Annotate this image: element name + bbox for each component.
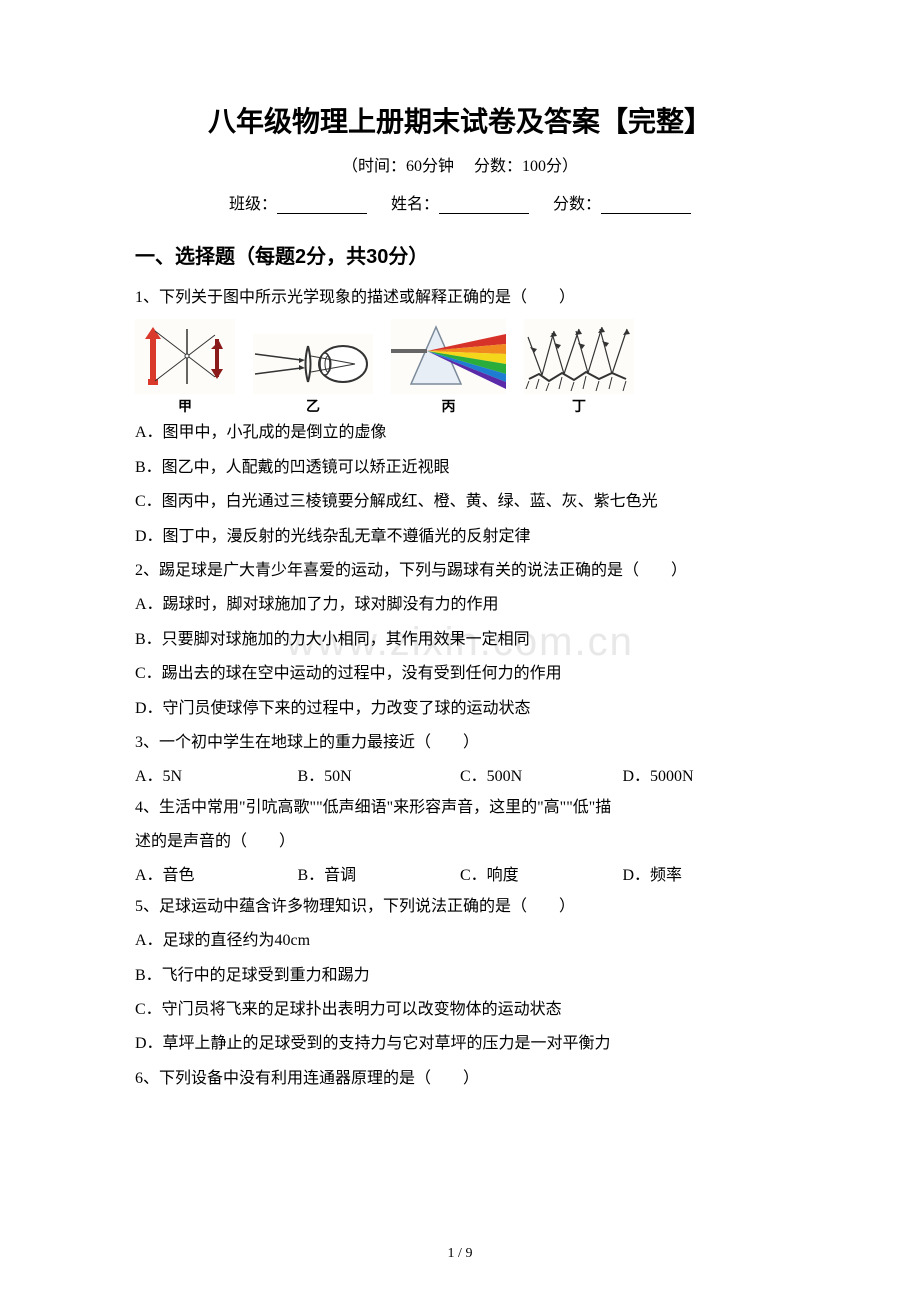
q5-option-d: D．草坪上静止的足球受到的支持力与它对草坪的压力是一对平衡力	[135, 1029, 785, 1059]
q4-option-c: C．响度	[460, 861, 623, 891]
figure-eye-lens-icon	[253, 334, 373, 394]
figure-diffuse-reflection-icon	[524, 319, 634, 394]
q2-stem: 2、踢足球是广大青少年喜爱的运动，下列与踢球有关的说法正确的是（ ）	[135, 556, 785, 586]
q2-option-a: A．踢球时，脚对球施加了力，球对脚没有力的作用	[135, 590, 785, 620]
q3-options: A．5N B．50N C．500N D．5000N	[135, 762, 785, 792]
q4-stem-line1: 4、生活中常用"引吭高歌""低声细语"来形容声音，这里的"高""低"描	[135, 793, 785, 823]
q3-option-c: C．500N	[460, 762, 623, 792]
q4-stem-line2: 述的是声音的（ ）	[135, 827, 785, 857]
q5-option-c: C．守门员将飞来的足球扑出表明力可以改变物体的运动状态	[135, 995, 785, 1025]
q2-option-d: D．守门员使球停下来的过程中，力改变了球的运动状态	[135, 694, 785, 724]
q1-stem: 1、下列关于图中所示光学现象的描述或解释正确的是（ ）	[135, 283, 785, 313]
q4-option-b: B．音调	[298, 861, 461, 891]
score-field-label: 分数：	[553, 196, 601, 213]
fig-label-d: 丁	[524, 396, 634, 416]
student-info-line: 班级： 姓名： 分数：	[135, 190, 785, 214]
document-title: 八年级物理上册期末试卷及答案【完整】	[135, 100, 785, 140]
name-field-label: 姓名：	[391, 196, 439, 213]
q3-stem: 3、一个初中学生在地球上的重力最接近（ ）	[135, 728, 785, 758]
q4-options: A．音色 B．音调 C．响度 D．频率	[135, 861, 785, 891]
class-field-label: 班级：	[229, 196, 277, 213]
fig-label-a: 甲	[135, 396, 235, 416]
q1-option-d: D．图丁中，漫反射的光线杂乱无章不遵循光的反射定律	[135, 522, 785, 552]
duration-label: （时间：60分钟	[342, 158, 454, 175]
exam-meta: （时间：60分钟 分数：100分）	[135, 152, 785, 176]
q5-option-b: B．飞行中的足球受到重力和踢力	[135, 961, 785, 991]
page-number: 1 / 9	[448, 1246, 473, 1262]
q1-figures: 甲 乙	[135, 319, 785, 416]
fig-label-b: 乙	[253, 396, 373, 416]
q3-option-b: B．50N	[298, 762, 461, 792]
q6-stem: 6、下列设备中没有利用连通器原理的是（ ）	[135, 1064, 785, 1094]
q5-option-a: A．足球的直径约为40cm	[135, 926, 785, 956]
q3-option-d: D．5000N	[623, 762, 786, 792]
q2-option-c: C．踢出去的球在空中运动的过程中，没有受到任何力的作用	[135, 659, 785, 689]
total-score-label: 分数：100分）	[474, 158, 578, 175]
q4-option-d: D．频率	[623, 861, 786, 891]
q2-option-b: B．只要脚对球施加的力大小相同，其作用效果一定相同	[135, 625, 785, 655]
q1-option-b: B．图乙中，人配戴的凹透镜可以矫正近视眼	[135, 453, 785, 483]
q1-option-a: A．图甲中，小孔成的是倒立的虚像	[135, 418, 785, 448]
fig-label-c: 丙	[391, 396, 506, 416]
q4-option-a: A．音色	[135, 861, 298, 891]
name-blank[interactable]	[439, 195, 529, 214]
q3-option-a: A．5N	[135, 762, 298, 792]
section-1-header: 一、选择题（每题2分，共30分）	[135, 240, 785, 269]
score-blank[interactable]	[601, 195, 691, 214]
q5-stem: 5、足球运动中蕴含许多物理知识，下列说法正确的是（ ）	[135, 892, 785, 922]
figure-pinhole-icon	[135, 319, 235, 394]
q1-option-c: C．图丙中，白光通过三棱镜要分解成红、橙、黄、绿、蓝、灰、紫七色光	[135, 487, 785, 517]
class-blank[interactable]	[277, 195, 367, 214]
figure-prism-icon	[391, 319, 506, 394]
